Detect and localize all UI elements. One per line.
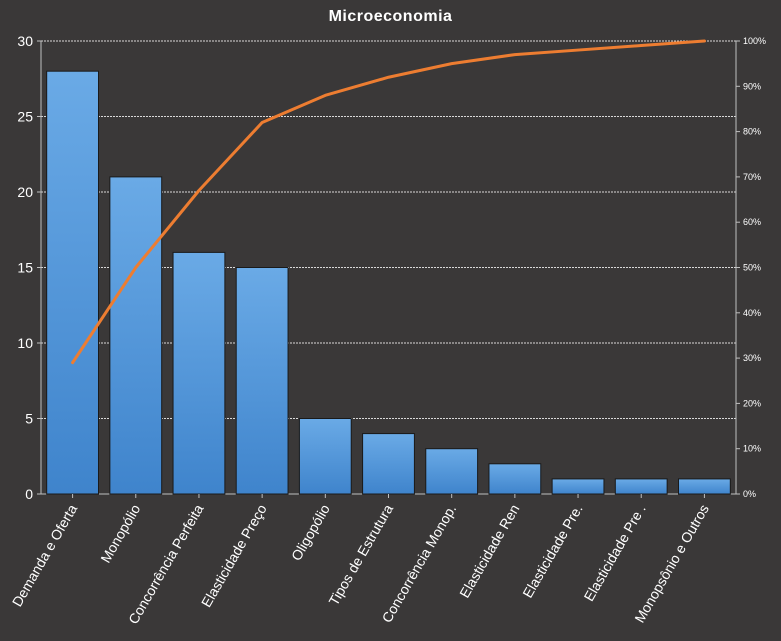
y-right-tick-label: 60% (743, 217, 761, 227)
y-left-tick-label: 15 (17, 260, 33, 276)
bar (172, 251, 226, 495)
x-tick-label: Elasticidade Preço (198, 501, 270, 610)
y-right-tick-label: 20% (743, 398, 761, 408)
y-right-tick-label: 40% (743, 308, 761, 318)
x-tick-label: Elasticidade Pre. (519, 502, 585, 601)
x-tick-label: Oligopólio (288, 501, 333, 563)
y-right-tick-label: 70% (743, 172, 761, 182)
bar (298, 418, 352, 495)
y-right-tick-label: 10% (743, 444, 761, 454)
bar (425, 448, 479, 495)
y-left-tick-label: 25 (17, 109, 33, 125)
bar (46, 70, 99, 495)
y-left-tick-label: 5 (25, 411, 33, 427)
y-right-tick-label: 30% (743, 353, 761, 363)
bar (109, 176, 163, 495)
bar (488, 463, 542, 495)
y-left-tick-label: 20 (17, 184, 33, 200)
plot-area: 0 5 10 15 20 25 30 0% 10% 20% 30% 40% 50% 60% 70% 80% 90… (9, 33, 766, 627)
y-right-tick-label: 100% (743, 36, 766, 46)
x-tick-label: Demanda e Oferta (9, 501, 81, 609)
bar (614, 478, 668, 495)
y-right-tick-label: 50% (743, 263, 761, 273)
chart-title: Microeconomia (328, 8, 453, 25)
x-tick-label: Monopsônio e Outros (631, 502, 712, 626)
bar (362, 433, 415, 495)
x-tick-label: Elasticidade Ren (456, 502, 522, 601)
bar (678, 478, 731, 495)
bar (235, 267, 289, 495)
bar (551, 478, 605, 495)
x-tick-label: Monopólio (97, 501, 143, 565)
y-left-tick-label: 0 (25, 486, 33, 502)
x-tick-label: Tipos de Estrutura (325, 501, 396, 608)
y-right-tick-label: 0% (743, 489, 756, 499)
y-right-tick-label: 80% (743, 127, 761, 137)
y-right-tick-label: 90% (743, 81, 761, 91)
x-tick-label: Elasticidade Pre . (580, 502, 648, 604)
y-left-tick-label: 30 (17, 33, 33, 49)
x-tick-label: Concorrência Perfeita (125, 501, 207, 626)
cumulative-line (71, 39, 706, 365)
y-left-tick-label: 10 (17, 335, 33, 351)
x-tick-label: Concorrência Monop. (378, 502, 459, 626)
